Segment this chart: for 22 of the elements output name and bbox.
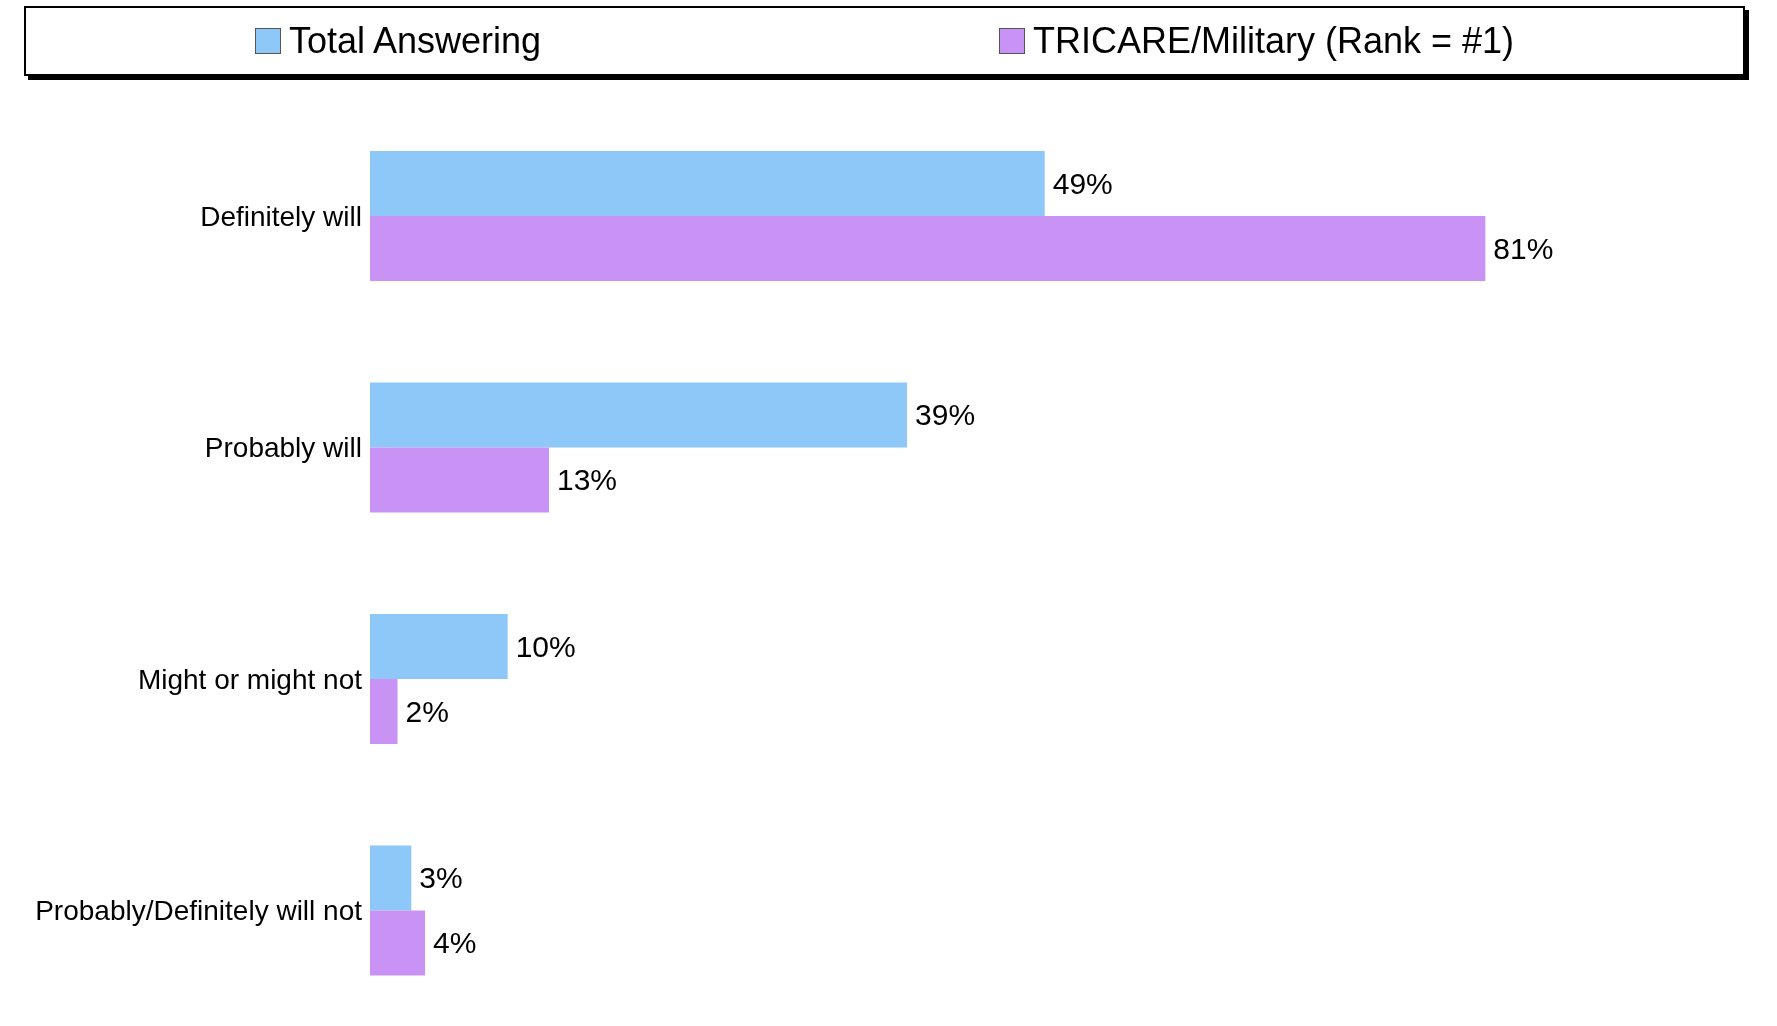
data-label: 2% xyxy=(405,694,449,728)
y-tick-label: Probably will xyxy=(204,432,362,464)
data-label: 4% xyxy=(433,926,477,960)
data-label: 3% xyxy=(419,861,463,895)
y-tick-label: Might or might not xyxy=(137,663,363,695)
legend-label: Total Answering xyxy=(288,20,542,62)
y-tick-label: Definitely will xyxy=(200,200,362,232)
data-label: 81% xyxy=(1493,231,1554,265)
data-label: 39% xyxy=(915,398,976,432)
bar xyxy=(370,678,398,744)
y-tick-label: Probably/Definitely will not xyxy=(35,895,363,927)
bar xyxy=(370,613,508,679)
legend-label: TRICARE/Military (Rank = #1) xyxy=(1032,20,1515,62)
bar xyxy=(370,215,1486,281)
data-label: 49% xyxy=(1052,166,1113,200)
bar xyxy=(370,447,550,513)
bar xyxy=(370,150,1045,216)
data-label: 10% xyxy=(515,629,576,663)
data-label: 13% xyxy=(557,463,618,497)
bar xyxy=(370,910,426,976)
bar xyxy=(370,382,908,448)
bar xyxy=(370,845,412,911)
